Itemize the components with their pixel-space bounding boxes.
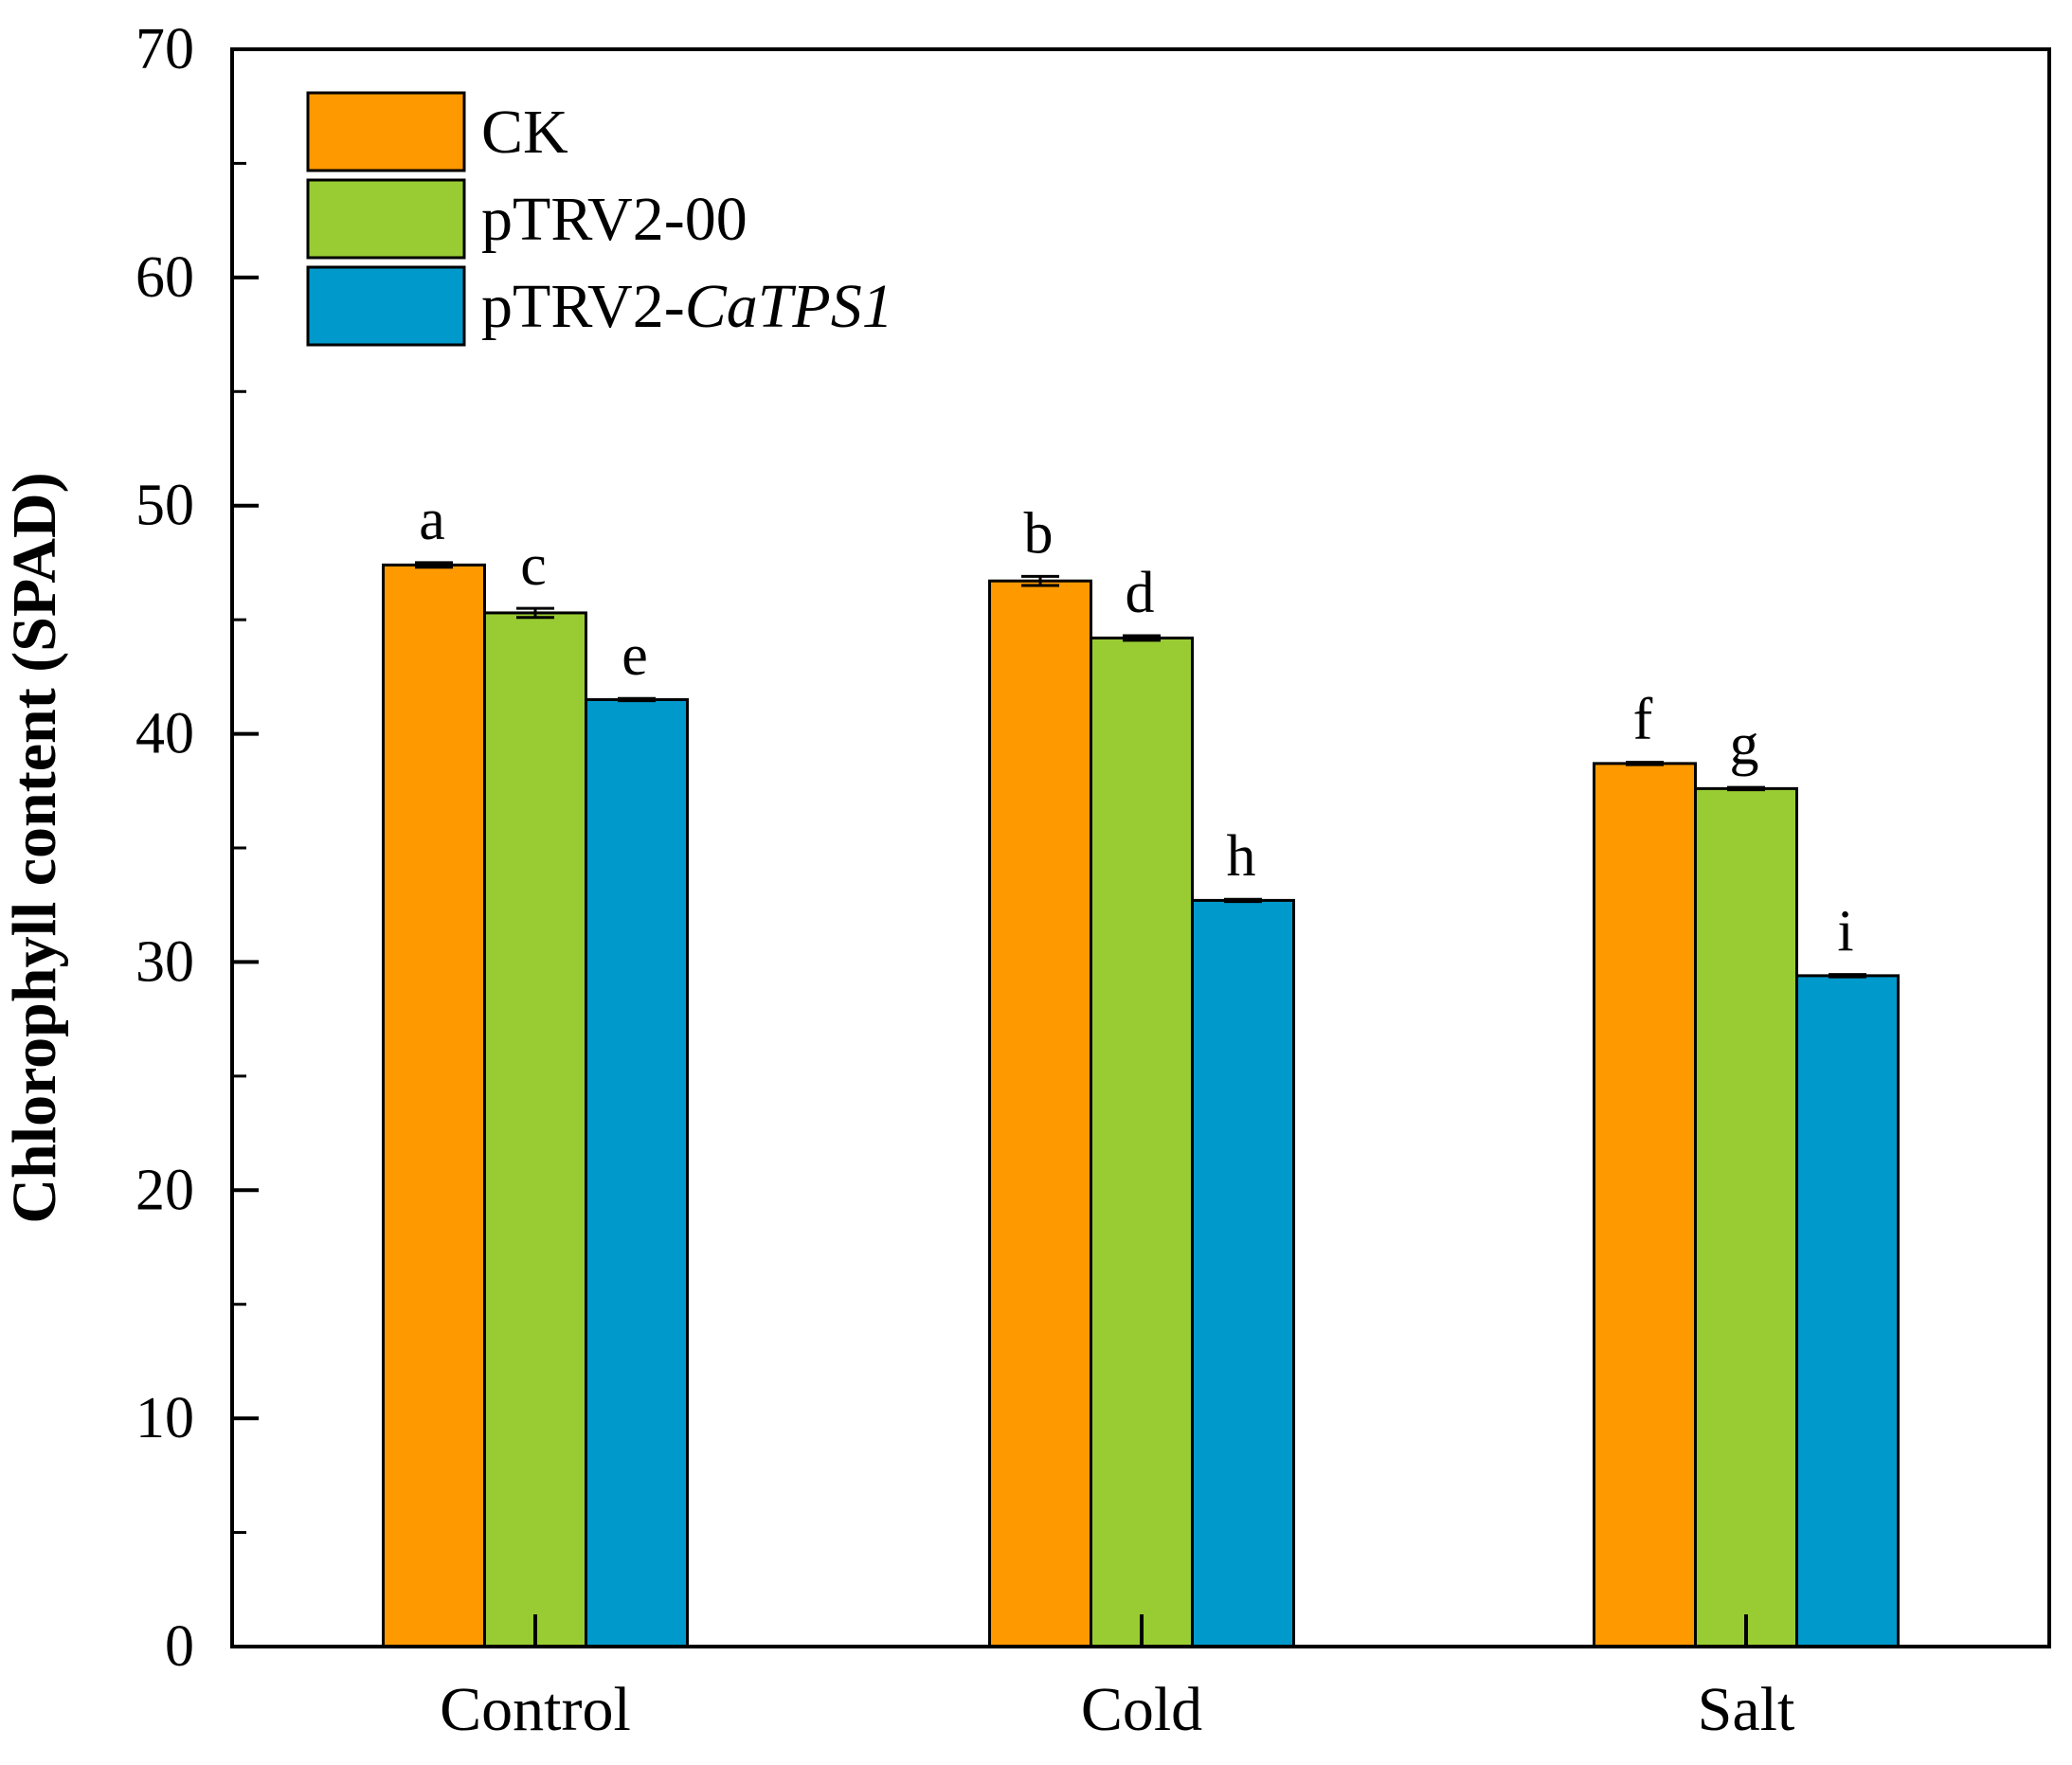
x-tick-label-control: Control	[440, 1675, 631, 1744]
significance-label: e	[622, 623, 648, 688]
bar-ptrv2-00-cold	[1090, 636, 1194, 1648]
legend-item: pTRV2-00	[306, 178, 748, 260]
y-axis: 0 10 20 30 40 50 60 70	[135, 17, 259, 1679]
bar-ck-cold	[988, 579, 1092, 1648]
x-tick-label-cold: Cold	[1081, 1675, 1202, 1744]
legend-label: pTRV2-00	[481, 185, 748, 254]
significance-label: b	[1024, 501, 1054, 566]
y-tick-label: 0	[165, 1614, 194, 1679]
bar-ck-control	[382, 563, 486, 1648]
error-bar	[618, 696, 656, 703]
significance-label: a	[419, 488, 445, 552]
errorbars-layer	[415, 561, 1866, 979]
y-tick-label: 50	[135, 474, 194, 538]
error-bar	[1021, 574, 1059, 587]
significance-label: f	[1633, 688, 1653, 752]
legend-swatch	[306, 91, 466, 172]
error-bar	[1123, 634, 1161, 642]
bar-ptrv2-catps1-salt	[1795, 974, 1900, 1648]
significance-label: d	[1126, 561, 1155, 625]
error-bar	[1626, 761, 1664, 766]
y-tick-label: 70	[135, 17, 194, 81]
legend-swatch	[306, 178, 466, 260]
error-bar	[1829, 973, 1866, 979]
y-tick-label: 30	[135, 929, 194, 994]
bar-ck-salt	[1593, 762, 1697, 1648]
x-axis: Control Cold Salt	[440, 1614, 1794, 1744]
bar-ptrv2-00-control	[483, 611, 587, 1648]
y-tick-label: 20	[135, 1158, 194, 1222]
significance-label: h	[1227, 824, 1256, 889]
significance-labels: a c e b d h f g i	[419, 488, 1853, 964]
bar-ptrv2-catps1-control	[585, 697, 689, 1648]
error-bar	[516, 606, 554, 620]
error-bar	[1727, 785, 1765, 792]
significance-label: c	[520, 533, 547, 598]
bars-layer	[382, 563, 1900, 1648]
error-bar	[1224, 897, 1262, 904]
y-tick-label: 10	[135, 1386, 194, 1450]
legend: CK pTRV2-00 pTRV2-CaTPS1	[306, 91, 893, 347]
legend-label: pTRV2-CaTPS1	[481, 272, 893, 341]
x-tick-label-salt: Salt	[1698, 1675, 1795, 1744]
y-tick-label: 40	[135, 702, 194, 766]
y-tick-label: 60	[135, 245, 194, 310]
legend-swatch	[306, 265, 466, 347]
legend-item: pTRV2-CaTPS1	[306, 265, 893, 347]
error-bar	[415, 561, 453, 569]
bar-ptrv2-00-salt	[1694, 786, 1798, 1648]
significance-label: i	[1837, 900, 1853, 964]
bar-ptrv2-catps1-cold	[1191, 898, 1295, 1648]
significance-label: g	[1730, 712, 1759, 777]
legend-label: CK	[481, 98, 568, 167]
y-axis-label: Chlorophyll content (SPAD)	[0, 472, 69, 1223]
legend-item: CK	[306, 91, 568, 172]
